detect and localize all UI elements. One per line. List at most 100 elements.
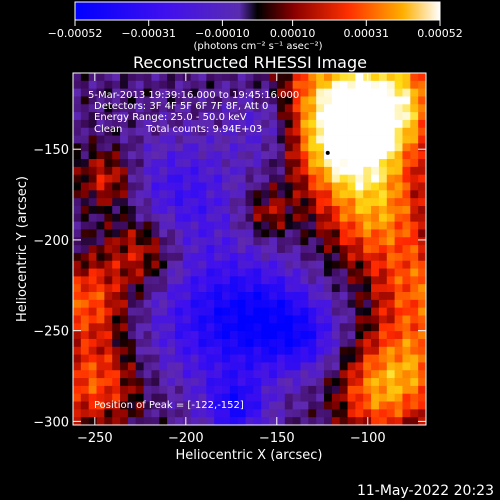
heatmap-cell [112,331,121,340]
heatmap-cell [284,370,294,379]
heatmap-cell [347,393,356,402]
heatmap-cell [190,362,199,371]
heatmap-cell [182,135,192,144]
heatmap-cell [276,237,286,246]
heatmap-cell [276,205,286,215]
heatmap-cell [96,268,105,277]
heatmap-cell [80,143,90,152]
heatmap-cell [402,378,411,387]
heatmap-cell [222,151,231,160]
heatmap-cell [222,385,231,395]
heatmap-cell [190,315,199,324]
heatmap-cell [347,80,356,90]
heatmap-cell [347,268,356,277]
heatmap-cell [198,143,207,152]
heatmap-cell [127,73,137,82]
heatmap-cell [402,229,411,238]
heatmap-cell [206,88,215,97]
heatmap-cell [300,284,309,293]
heatmap-cell [167,159,176,168]
heatmap-cell [151,260,160,269]
heatmap-cell [363,252,372,262]
heatmap-cell [276,417,286,425]
heatmap-cell [206,96,215,105]
heatmap-cell [324,245,333,254]
heatmap-cell [331,323,341,332]
heatmap-image [73,73,426,425]
heatmap-cell [120,229,129,238]
heatmap-cell [73,73,82,82]
annotation-energy: Energy Range: 25.0 - 50.0 keV [94,112,247,123]
heatmap-cell [300,323,309,332]
heatmap-cell [222,338,231,348]
heatmap-cell [418,119,426,129]
heatmap-cell [120,331,129,340]
heatmap-cell [245,221,254,230]
heatmap-cell [237,135,246,144]
heatmap-cell [261,88,270,97]
heatmap-cell [261,362,270,371]
heatmap-cell [418,260,426,269]
heatmap-cell [206,151,215,160]
heatmap-cell [316,385,325,395]
heatmap-cell [182,393,192,402]
heatmap-cell [104,362,113,371]
heatmap-cell [135,159,144,168]
heatmap-cell [127,237,137,246]
heatmap-cell [135,229,144,238]
heatmap-cell [308,276,317,285]
heatmap-cell [143,221,152,230]
heatmap-cell [229,237,239,246]
heatmap-cell [229,385,239,395]
heatmap-cell [229,198,239,207]
heatmap-cell [167,362,176,371]
heatmap-cell [214,378,223,387]
heatmap-cell [300,190,309,199]
heatmap-cell [402,385,411,395]
heatmap-cell [135,315,144,324]
heatmap-cell [292,237,301,246]
heatmap-cell [198,323,207,332]
heatmap-cell [73,323,82,332]
heatmap-cell [347,112,356,121]
heatmap-cell [245,409,254,418]
heatmap-cell [245,80,254,90]
heatmap-cell [300,393,309,402]
heatmap-cell [143,268,152,277]
heatmap-cell [261,213,270,223]
heatmap-cell [198,229,207,238]
heatmap-cell [347,260,356,269]
heatmap-cell [222,354,231,363]
heatmap-cell [159,127,168,136]
heatmap-cell [378,276,388,285]
heatmap-cell [386,401,396,410]
heatmap-cell [355,112,364,121]
heatmap-cell [151,245,160,254]
heatmap-cell [378,385,388,395]
heatmap-cell [96,299,105,309]
heatmap-cell [324,299,333,309]
heatmap-cell [120,307,129,316]
heatmap-cell [206,229,215,238]
heatmap-cell [174,370,184,379]
heatmap-cell [237,307,246,316]
heatmap-cell [418,112,426,121]
heatmap-cell [80,362,90,371]
heatmap-cell [229,143,239,152]
heatmap-cell [269,190,278,199]
heatmap-cell [143,417,152,425]
heatmap-cell [269,143,278,152]
heatmap-cell [159,307,168,316]
heatmap-cell [378,378,388,387]
heatmap-cell [96,135,105,144]
heatmap-cell [214,385,223,395]
heatmap-cell [182,331,192,340]
heatmap-cell [237,151,246,160]
heatmap-cell [159,260,168,269]
heatmap-cell [269,385,278,395]
heatmap-cell [276,119,286,129]
heatmap-cell [198,252,207,262]
heatmap-cell [190,182,199,191]
heatmap-cell [182,268,192,277]
heatmap-cell [331,346,341,355]
